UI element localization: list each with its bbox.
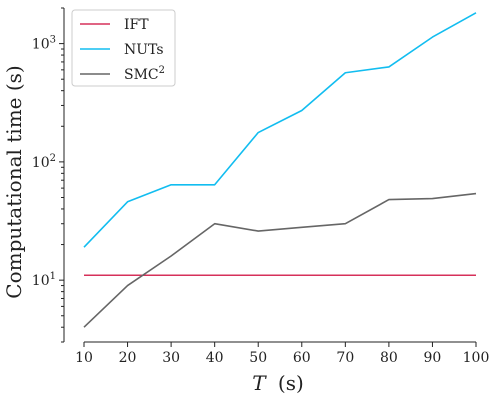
x-axis-label-symbol: T xyxy=(252,371,267,395)
y-tick-label: 101 xyxy=(32,271,56,289)
x-tick-label: 100 xyxy=(463,350,490,366)
y-tick-label: 102 xyxy=(32,153,56,171)
x-tick-label: 40 xyxy=(206,350,224,366)
x-tick-label: 10 xyxy=(75,350,93,366)
x-tick-label: 20 xyxy=(119,350,137,366)
x-tick-label: 60 xyxy=(293,350,311,366)
y-axis-label: Computational time (s) xyxy=(2,65,26,298)
x-ticks: 10 20 30 40 50 60 70 80 90 100 xyxy=(75,342,489,366)
legend-frame xyxy=(71,9,176,87)
legend-label: SMC2 xyxy=(124,65,165,83)
x-tick-label: 80 xyxy=(380,350,398,366)
y-tick-label: 103 xyxy=(32,35,56,53)
x-tick-label: 90 xyxy=(424,350,442,366)
x-axis-label: T (s) xyxy=(252,371,304,395)
plot-series xyxy=(83,12,477,328)
y-ticks: 101 102 103 xyxy=(32,7,64,343)
x-tick-label: 30 xyxy=(162,350,180,366)
x-tick-label: 70 xyxy=(336,350,354,366)
legend: IFT NUTs SMC2 xyxy=(71,9,176,87)
series-line-nuts xyxy=(83,12,477,248)
series-line-smc xyxy=(83,192,477,328)
x-axis-label-unit: (s) xyxy=(278,371,304,395)
legend-label: IFT xyxy=(124,17,149,33)
legend-label: NUTs xyxy=(124,42,164,58)
x-tick-label: 50 xyxy=(249,350,267,366)
